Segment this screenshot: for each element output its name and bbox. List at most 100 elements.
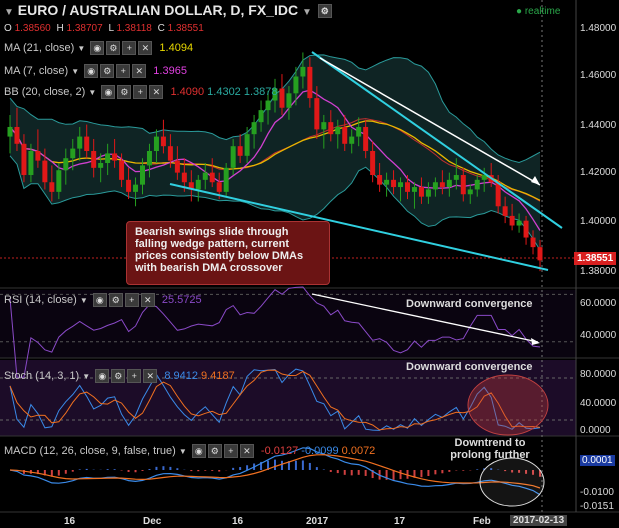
candle-body [363,126,369,151]
add-icon[interactable]: + [127,369,142,384]
gear-icon[interactable]: ⚙ [111,369,126,384]
candle-body [314,98,320,130]
chevron-down-icon[interactable]: ▼ [79,296,88,305]
bb-legend[interactable]: BB (20, close, 2) ▼ ◉ ⚙ + ✕ 1.4090 1.4302 1… [4,85,278,100]
chevron-down-icon[interactable]: ▼ [82,372,91,381]
candle-body [216,182,222,192]
wedge-lower-trendline [169,183,549,271]
macd-tick: -0.0151 [580,501,614,512]
add-icon[interactable]: + [133,85,148,100]
candle-body [230,146,236,168]
eye-icon[interactable]: ◉ [90,41,105,56]
close-icon[interactable]: ✕ [138,41,153,56]
add-icon[interactable]: + [116,64,131,79]
ma21-value: 1.4094 [159,42,194,54]
close-icon[interactable]: ✕ [239,444,254,459]
candle-body [14,126,20,144]
price-tick: 1.38000 [580,266,617,277]
close-icon[interactable]: ✕ [132,64,147,79]
candle-body [91,151,97,168]
candle-body [418,187,424,197]
candle-body [321,122,327,130]
bb-label: BB (20, close, 2) [4,86,86,98]
close-icon[interactable]: ✕ [149,85,164,100]
add-icon[interactable]: + [223,444,238,459]
symbol-menu-icon[interactable]: ▼ [301,7,312,18]
price-tick: 1.42000 [580,167,617,178]
white-trend-arrow [319,57,541,186]
macd-value-3: 0.0072 [341,445,376,457]
candle-body [153,136,159,151]
collapse-icon[interactable]: ▼ [4,7,14,18]
candle-body [167,146,173,161]
candle-body [467,189,473,195]
ma21-legend[interactable]: MA (21, close) ▼ ◉ ⚙ + ✕ 1.4094 [4,41,193,56]
ohlc-c-value: 1.38551 [167,23,204,34]
candle-body [140,165,145,185]
macd-label: MACD (12, 26, close, 9, false, true) [4,445,176,457]
candle-body [112,153,118,161]
eye-icon[interactable]: ◉ [84,64,99,79]
eye-icon[interactable]: ◉ [92,293,107,308]
gear-icon[interactable]: ⚙ [117,85,132,100]
candle-body [258,110,264,123]
ohlc-l-label: L [108,23,114,34]
chevron-down-icon[interactable]: ▼ [88,88,97,97]
candle-body [105,153,111,164]
candle-body [530,237,536,248]
realtime-label: realtime [524,6,561,17]
candle-body [446,179,452,188]
macd-legend[interactable]: MACD (12, 26, close, 9, false, true) ▼ ◉… [4,444,375,459]
candle-body [516,220,522,226]
close-icon[interactable]: ✕ [140,293,155,308]
date-tick: 16 [232,516,244,527]
candle-body [495,182,501,207]
main-annotation: Bearish swings slide through falling wed… [126,221,330,285]
gear-icon[interactable]: ⚙ [106,41,121,56]
candle-body [84,136,90,151]
chevron-down-icon[interactable]: ▼ [178,447,187,456]
close-icon[interactable]: ✕ [143,369,158,384]
gear-icon[interactable]: ⚙ [108,293,123,308]
macd-signal-line [9,454,541,489]
ohlc-l-value: 1.38118 [116,23,152,34]
chevron-down-icon[interactable]: ▼ [77,44,86,53]
candle-body [335,126,341,135]
candle-body [126,179,132,192]
candle-body [21,143,27,176]
chart-title-row: ▼ EURO / AUSTRALIAN DOLLAR, D, FX_IDC ▼ … [4,3,332,20]
stoch-tick: 80.0000 [580,369,617,380]
rsi-value: 25.5725 [161,294,202,306]
rsi-legend[interactable]: RSI (14, close) ▼ ◉ ⚙ + ✕ 25.5725 [4,293,202,308]
candle-body [49,182,55,192]
rsi-label: RSI (14, close) [4,294,77,306]
gear-icon[interactable]: ⚙ [207,444,222,459]
eye-icon[interactable]: ◉ [95,369,110,384]
gear-icon[interactable]: ⚙ [100,64,115,79]
eye-icon[interactable]: ◉ [101,85,116,100]
candle-body [307,66,313,99]
candle-body [481,175,487,180]
candle-body [195,179,201,190]
eye-icon[interactable]: ◉ [191,444,206,459]
candle-body [300,66,306,77]
rsi-tick: 40.0000 [580,330,617,341]
price-tick: 1.48000 [580,23,617,34]
stoch-label: Stoch (14, 3, 1) [4,370,80,382]
wedge-upper-trendline [311,51,563,229]
candle-body [370,151,376,176]
candle-body [377,175,383,185]
stoch-legend[interactable]: Stoch (14, 3, 1) ▼ ◉ ⚙ + ✕ 8.9412 9.4187 [4,369,235,384]
stoch-value-k: 8.9412 [164,370,198,382]
add-icon[interactable]: + [124,293,139,308]
candle-body [77,136,83,149]
settings-icon[interactable]: ⚙ [317,4,332,19]
add-icon[interactable]: + [122,41,137,56]
candle-body [474,179,480,190]
candle-body [328,122,334,135]
candle-body [391,179,397,188]
chevron-down-icon[interactable]: ▼ [71,67,80,76]
ohlc-o-label: O [4,23,12,34]
ma7-legend[interactable]: MA (7, close) ▼ ◉ ⚙ + ✕ 1.3965 [4,64,187,79]
candle-body [293,76,299,94]
